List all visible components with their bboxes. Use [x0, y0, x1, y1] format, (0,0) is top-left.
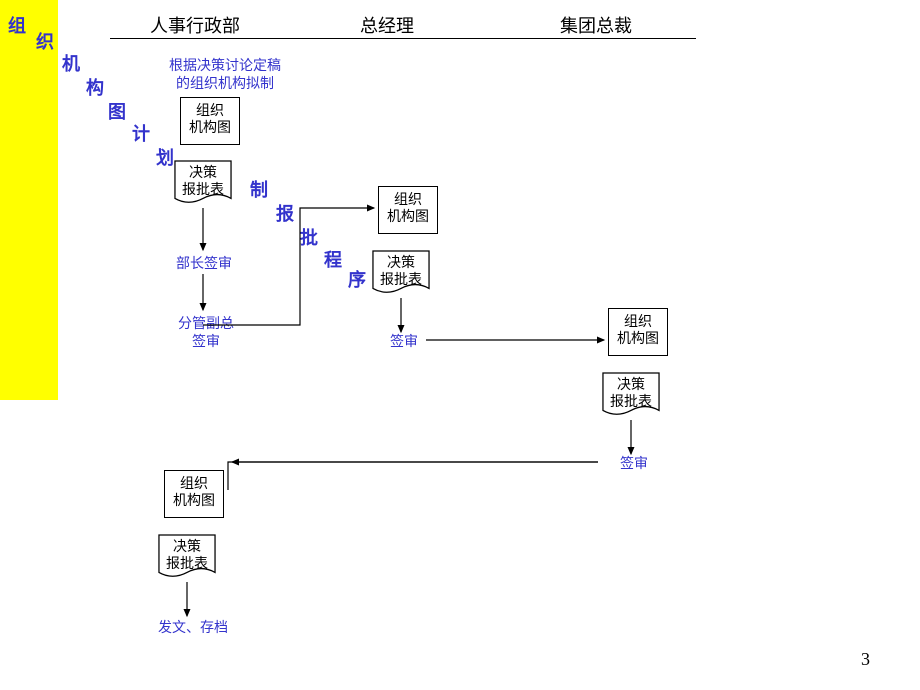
title-char: 组 — [8, 12, 26, 38]
flow-connectors — [0, 0, 920, 690]
title-char: 划 — [156, 144, 174, 170]
note-sign-pres: 签审 — [614, 456, 654, 474]
title-char: 构 — [86, 74, 104, 100]
flow-box: 组织 机构图 — [180, 97, 240, 145]
note-minister: 部长签审 — [172, 256, 236, 274]
sidebar-accent — [0, 0, 58, 400]
page-number: 3 — [861, 649, 870, 670]
flow-document: 决策 报批表 — [372, 250, 430, 298]
title-char: 批 — [300, 224, 318, 250]
flow-document: 决策 报批表 — [174, 160, 232, 208]
column-header-hr: 人事行政部 — [150, 12, 240, 38]
note-archive: 发文、存档 — [148, 620, 238, 638]
title-char: 计 — [132, 120, 150, 146]
header-underline — [110, 38, 696, 39]
title-char: 报 — [276, 200, 294, 226]
flow-document: 决策 报批表 — [158, 534, 216, 582]
flow-document: 决策 报批表 — [602, 372, 660, 420]
title-char: 机 — [62, 50, 80, 76]
column-header-pres: 集团总裁 — [560, 12, 632, 38]
note-sign-gm: 签审 — [384, 334, 424, 352]
note-top: 根据决策讨论定稿 的组织机构拟制 — [145, 58, 305, 94]
column-header-gm: 总经理 — [360, 12, 414, 38]
title-char: 图 — [108, 98, 126, 124]
title-char: 制 — [250, 176, 268, 202]
title-char: 程 — [324, 246, 342, 272]
flow-box: 组织 机构图 — [378, 186, 438, 234]
flow-box: 组织 机构图 — [608, 308, 668, 356]
note-vp: 分管副总 签审 — [166, 316, 246, 352]
flow-box: 组织 机构图 — [164, 470, 224, 518]
title-char: 织 — [36, 28, 54, 54]
title-char: 序 — [348, 266, 366, 292]
